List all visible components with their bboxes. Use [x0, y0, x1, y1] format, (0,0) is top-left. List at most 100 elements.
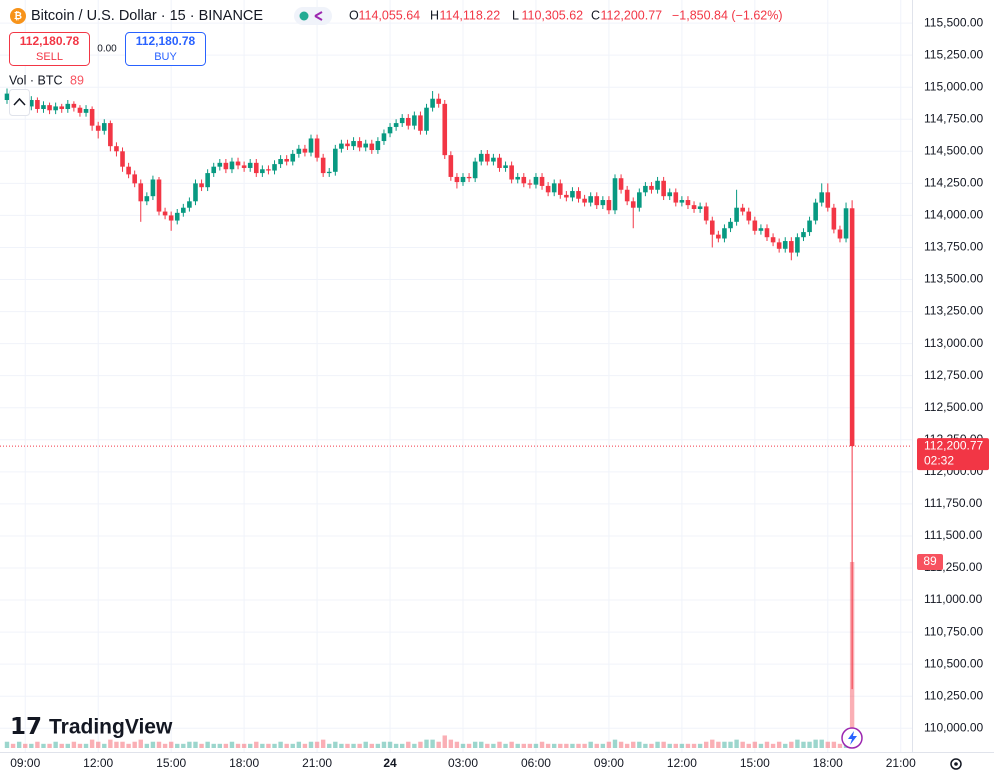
- ohlc-value: 114,055.64: [359, 8, 421, 22]
- volume-bar: [673, 743, 678, 748]
- volume-bar: [363, 741, 368, 748]
- y-tick-label: 115,000.00: [924, 79, 983, 93]
- volume-bar: [424, 739, 429, 748]
- volume-bar: [430, 739, 435, 748]
- volume-bar: [150, 741, 156, 748]
- candle-body: [357, 141, 362, 148]
- volume-bar: [65, 743, 70, 748]
- candle-body: [697, 206, 703, 209]
- candle-body: [606, 200, 612, 211]
- buy-button[interactable]: [125, 32, 206, 66]
- volume-value: 89: [70, 73, 84, 87]
- candle-body: [296, 148, 302, 154]
- y-tick-label: 110,250.00: [924, 688, 983, 702]
- volume-bar: [588, 741, 593, 748]
- candle-body: [314, 138, 320, 158]
- status-pill[interactable]: [294, 7, 332, 25]
- candle-body: [308, 138, 314, 153]
- volume-bar: [667, 743, 672, 748]
- volume-bar: [758, 743, 764, 748]
- volume-bar: [351, 743, 356, 748]
- candle-body: [162, 211, 168, 216]
- volume-bar: [96, 741, 101, 748]
- volume-bar: [552, 743, 557, 748]
- candle-body: [564, 194, 569, 198]
- x-tick-label: 06:00: [521, 756, 551, 770]
- ohlc-legend: O 114,055.64 H 114,118.22 L 110,305.62 C 112,20…: [349, 8, 662, 22]
- logo-mark: 𝟭𝟳: [10, 713, 42, 739]
- ohlc-value: 110,305.62: [522, 8, 584, 22]
- ohlc-value: 114,118.22: [440, 8, 501, 22]
- y-tick-label: 114,000.00: [924, 208, 983, 222]
- candle-body: [326, 171, 332, 174]
- candle-body: [448, 155, 454, 177]
- volume-bar: [10, 743, 16, 748]
- candle-body: [181, 207, 186, 213]
- candle-body: [703, 206, 709, 221]
- candle-body: [381, 133, 387, 142]
- collapse-button[interactable]: [9, 89, 30, 116]
- volume-bar: [108, 739, 113, 748]
- y-tick-label: 111,750.00: [924, 496, 983, 510]
- volume-bar: [819, 739, 824, 748]
- volume-bar: [545, 743, 551, 748]
- volume-bar: [643, 743, 648, 748]
- volume-bar: [339, 743, 344, 748]
- y-tick-label: 112,750.00: [924, 368, 983, 382]
- volume-bar: [114, 741, 119, 748]
- volume-bar: [539, 741, 545, 748]
- volume-bar: [23, 743, 28, 748]
- volume-bar: [716, 741, 721, 748]
- ohlc-key: H: [430, 8, 439, 22]
- volume-bar: [807, 741, 812, 748]
- volume-bar: [497, 741, 502, 748]
- volume-bar: [308, 741, 314, 748]
- candle-body: [740, 207, 745, 212]
- volume-bar: [314, 741, 320, 748]
- volume-bar: [558, 743, 563, 748]
- candle-body: [339, 143, 344, 149]
- candle-body: [497, 157, 502, 168]
- candle-body: [217, 162, 223, 167]
- candle-body: [527, 183, 533, 185]
- y-tick-label: 113,250.00: [924, 304, 983, 318]
- candle-body: [576, 191, 581, 199]
- volume-bar: [387, 741, 393, 748]
- volume-bar: [35, 741, 40, 748]
- volume-bar: [624, 743, 630, 748]
- volume-bar: [685, 743, 691, 748]
- candle-body: [272, 164, 277, 171]
- volume-bar: [618, 741, 624, 748]
- volume-bar: [248, 743, 253, 748]
- ohlc-key: C: [591, 8, 600, 22]
- volume-bar: [710, 739, 715, 748]
- volume-bar: [89, 739, 95, 748]
- volume-bar: [156, 741, 162, 748]
- candle-body: [260, 169, 265, 174]
- volume-bar: [327, 743, 332, 748]
- candle-body: [594, 196, 600, 206]
- candle-body: [174, 212, 180, 221]
- y-tick-label: 114,750.00: [924, 111, 983, 125]
- volume-bar: [752, 741, 758, 748]
- volume-bar: [393, 743, 399, 748]
- candle-body: [691, 205, 697, 209]
- settings-button[interactable]: [950, 758, 962, 770]
- volume-bar: [564, 743, 569, 748]
- volume-bar: [637, 741, 642, 748]
- volume-bar: [406, 741, 411, 748]
- volume-bar: [260, 743, 265, 748]
- candle-body: [187, 201, 192, 208]
- candle-body: [241, 165, 247, 168]
- candle-body: [41, 105, 46, 109]
- volume-bar: [576, 743, 581, 748]
- volume-bar: [29, 743, 34, 748]
- x-tick-label: 21:00: [302, 756, 332, 770]
- candle-body: [253, 162, 259, 174]
- volume-bar: [126, 743, 131, 748]
- volume-bar: [278, 741, 283, 748]
- sell-button[interactable]: [9, 32, 90, 66]
- volume-bar: [375, 743, 381, 748]
- sell-price: 112,180.78: [20, 34, 80, 48]
- candle-body: [156, 179, 162, 212]
